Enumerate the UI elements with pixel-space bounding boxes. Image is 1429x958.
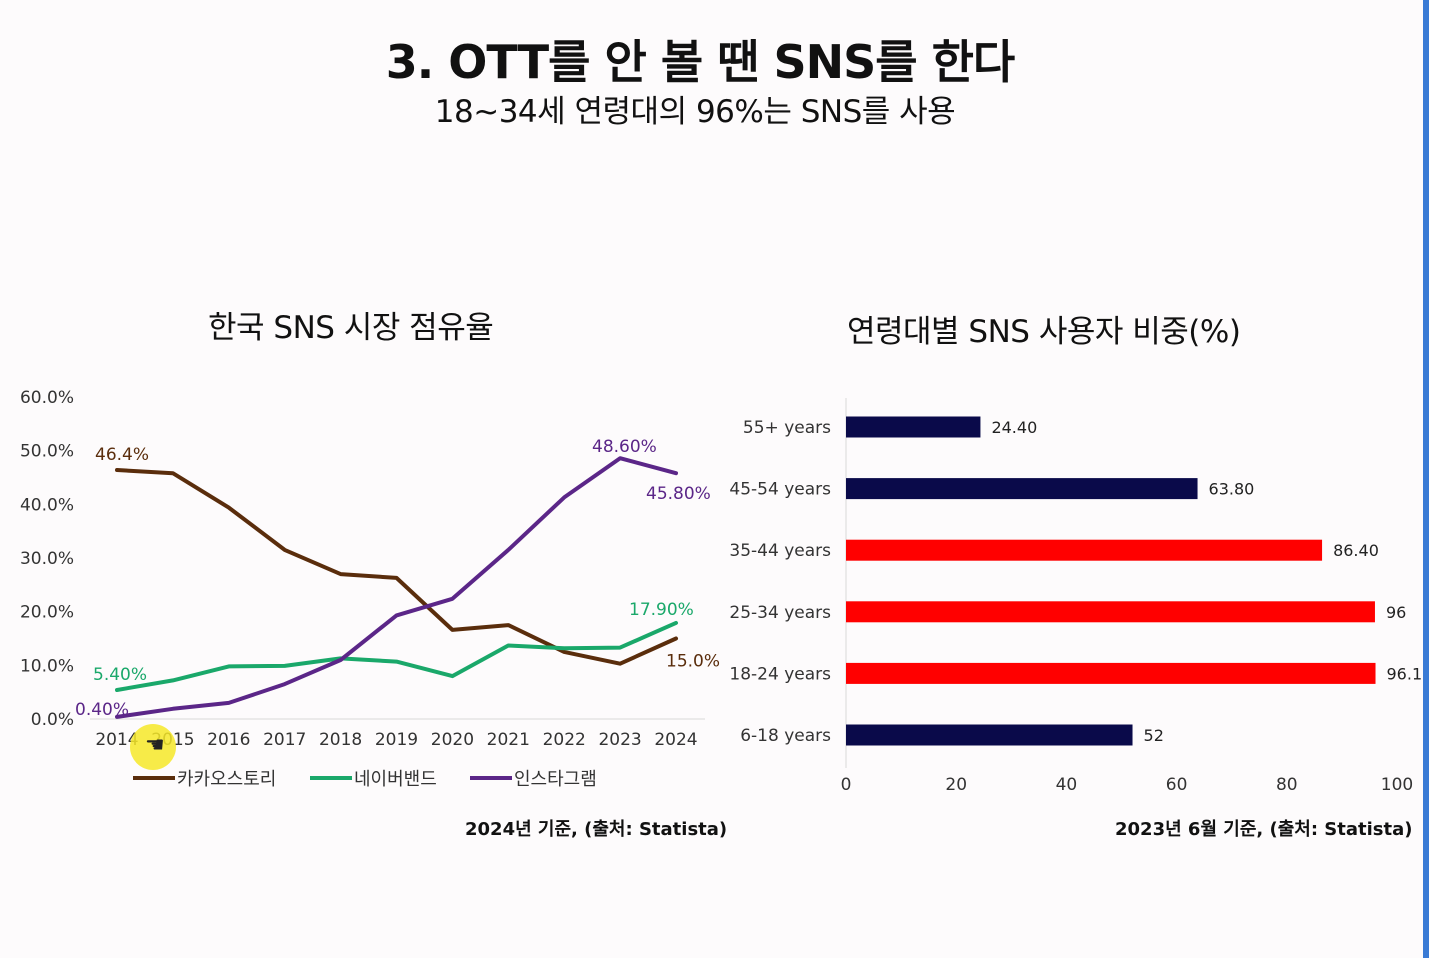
x-tick-label: 2019: [375, 730, 418, 750]
category-label: 55+ years: [743, 418, 831, 438]
bar-chart: 55+ years 24.40 45-54 years 63.80 35-44 year…: [729, 398, 1429, 795]
x-tick-label: 100: [1381, 775, 1413, 795]
data-label: 46.4%: [95, 445, 149, 465]
series-line-3: [115, 456, 678, 719]
line-chart: 0.0% 10.0% 20.0% 30.0% 40.0% 50.0% 60.0% 2014 20…: [20, 388, 720, 790]
bar-chart-title: 연령대별 SNS 사용자 비중(%): [847, 314, 1241, 350]
cursor-highlight: [130, 724, 176, 770]
y-tick-label: 20.0%: [20, 603, 74, 623]
data-label: 17.90%: [629, 600, 694, 620]
bar: [846, 724, 1133, 746]
bar-value-label: 96.10: [1387, 664, 1429, 683]
x-tick-label: 2017: [263, 730, 306, 750]
x-tick-label: 2016: [207, 730, 250, 750]
window-edge: [1423, 0, 1429, 958]
data-label: 15.0%: [666, 652, 720, 672]
line-chart-source: 2024년 기준, (출처: Statista): [465, 819, 728, 840]
x-tick-label: 2023: [598, 730, 641, 750]
legend-label-2: 네이버밴드: [354, 769, 437, 790]
page-subtitle: 18~34세 연령대의 96%는 SNS를 사용: [434, 94, 956, 130]
legend-label-1: 카카오스토리: [177, 769, 276, 790]
x-tick-label: 2020: [431, 730, 474, 750]
bar-value-label: 86.40: [1333, 541, 1379, 560]
y-tick-label: 30.0%: [20, 549, 74, 569]
category-label: 35-44 years: [729, 541, 831, 561]
data-label: 45.80%: [646, 484, 711, 504]
series-line-1: [115, 468, 678, 666]
x-tick-label: 0: [841, 775, 852, 795]
data-label: 48.60%: [592, 437, 657, 457]
data-label: 0.40%: [75, 700, 129, 720]
y-tick-label: 0.0%: [31, 710, 74, 730]
y-tick-label: 10.0%: [20, 656, 74, 676]
x-tick-label: 2022: [543, 730, 586, 750]
category-label: 18-24 years: [729, 664, 831, 684]
bar-value-label: 63.80: [1209, 480, 1255, 499]
x-tick-label: 20: [945, 775, 967, 795]
category-label: 25-34 years: [729, 603, 831, 623]
y-tick-label: 50.0%: [20, 442, 74, 462]
bar: [846, 416, 981, 438]
line-chart-title: 한국 SNS 시장 점유율: [208, 310, 494, 346]
x-tick-label: 2018: [319, 730, 362, 750]
category-label: 6-18 years: [740, 726, 831, 746]
bar-value-label: 24.40: [991, 418, 1037, 437]
x-tick-label: 40: [1056, 775, 1078, 795]
bar-chart-source: 2023년 6월 기준, (출처: Statista): [1115, 819, 1413, 840]
page-title: 3. OTT를 안 볼 땐 SNS를 한다: [385, 35, 1015, 89]
data-label: 5.40%: [93, 665, 147, 685]
x-tick-label: 2021: [487, 730, 530, 750]
y-tick-label: 40.0%: [20, 495, 74, 515]
series-line-2: [115, 620, 678, 692]
bar: [846, 662, 1376, 684]
y-tick-label: 60.0%: [20, 388, 74, 408]
hand-cursor-icon: ☚: [145, 733, 165, 758]
x-tick-label: 60: [1166, 775, 1188, 795]
x-tick-label: 2024: [654, 730, 697, 750]
bar: [846, 601, 1375, 623]
bar: [846, 539, 1323, 561]
legend-label-3: 인스타그램: [514, 769, 597, 790]
category-label: 45-54 years: [729, 480, 831, 500]
bar: [846, 478, 1198, 500]
bar-value-label: 96: [1386, 603, 1406, 622]
x-tick-label: 80: [1276, 775, 1298, 795]
bar-value-label: 52: [1144, 726, 1164, 745]
x-tick-label: 2014: [95, 730, 138, 750]
